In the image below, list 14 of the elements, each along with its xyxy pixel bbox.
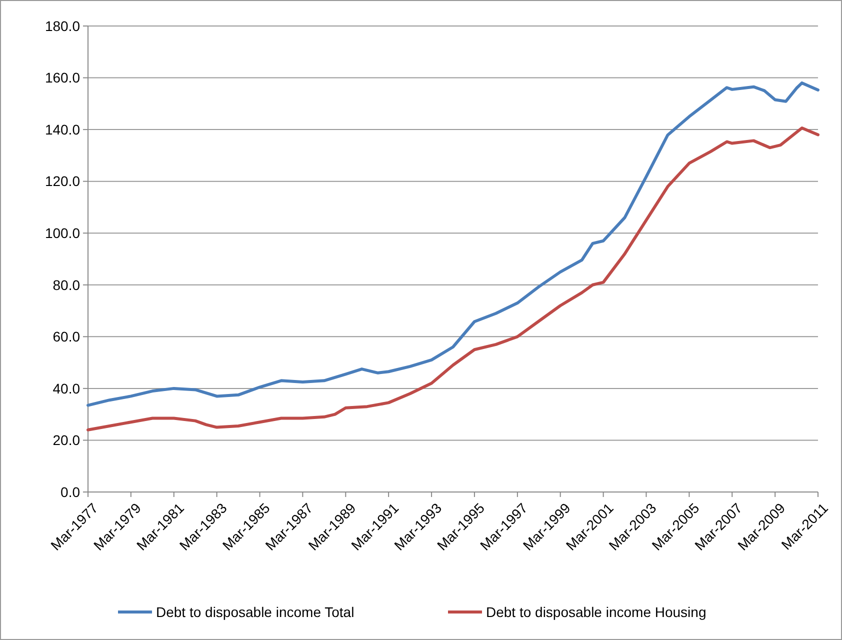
y-tick-label: 60.0: [52, 328, 80, 345]
legend-label: Debt to disposable income Total: [156, 604, 354, 620]
y-tick-label: 80.0: [52, 276, 80, 293]
y-tick-label: 40.0: [52, 380, 80, 396]
y-tick-label: 100.0: [44, 225, 80, 242]
y-tick-label: 120.0: [44, 173, 80, 190]
line-series: [86, 81, 820, 407]
y-tick-label: 140.0: [44, 121, 80, 138]
line-series: [86, 126, 820, 432]
y-tick-label: 20.0: [52, 432, 80, 448]
y-tick-label: 160.0: [44, 70, 80, 86]
legend-label: Debt to disposable income Housing: [486, 604, 706, 620]
y-tick-label: 0.0: [60, 484, 80, 500]
y-tick-label: 180.0: [44, 18, 80, 34]
